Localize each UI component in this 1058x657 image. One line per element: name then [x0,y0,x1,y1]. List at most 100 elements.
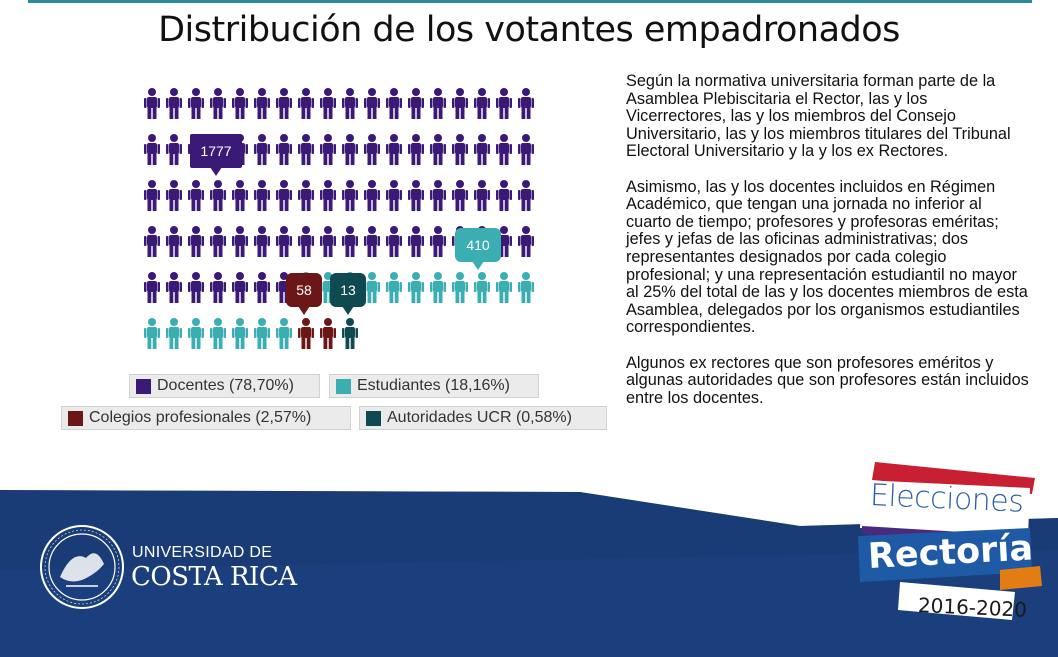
person-icon-docente [408,88,424,119]
person-icon-docente [188,88,204,119]
legend-colegios: Colegios profesionales (2,57%) [61,406,351,430]
person-icon-docente [342,180,358,211]
ribbon-blue [858,528,1032,582]
person-icon-docente [474,134,490,165]
legend-label-autoridades: Autoridades UCR (0,58%) [387,409,572,426]
legend-label-docentes: Docentes (78,70%) [157,377,294,394]
person-icon-docente [430,226,446,257]
person-icon-docente [320,226,336,257]
legend-label-estudiantes: Estudiantes (18,16%) [357,377,510,394]
person-icon-docente [276,88,292,119]
university-name-line2: COSTA RICA [131,562,297,592]
person-icon-docente [452,88,468,119]
paragraph-3: Algunos ex rectores que son profesores e… [626,353,1029,407]
person-icon-docente [144,134,160,165]
person-icon-docente [210,88,226,119]
person-icon-autoridad [342,318,358,349]
callout-label-estudiante: 410 [466,237,490,253]
person-icon-docente [144,272,160,303]
person-icon-docente [144,180,160,211]
election-title-line1: Elecciones [869,478,1025,520]
legend-docentes: Docentes (78,70%) [129,374,320,398]
person-icon-docente [254,226,270,257]
person-icon-docente [210,226,226,257]
person-icon-docente [232,180,248,211]
person-icon-docente [254,88,270,119]
person-icon-docente [408,134,424,165]
legend-estudiantes: Estudiantes (18,16%) [329,374,539,398]
person-icon-docente [188,272,204,303]
person-icon-estudiante [254,318,270,349]
person-icon-docente [320,88,336,119]
person-icon-estudiante [144,318,160,349]
callout-autoridad: 13 [330,273,366,315]
person-icon-docente [518,134,534,165]
person-icon-docente [386,134,402,165]
person-icon-docente [364,226,380,257]
person-icon-docente [276,226,292,257]
person-icon-docente [386,226,402,257]
person-icon-docente [188,180,204,211]
person-icon-docente [496,88,512,119]
person-icon-docente [166,88,182,119]
person-icon-estudiante [474,272,490,303]
top-rule [28,0,1032,3]
description-text: Según la normativa universitaria forman … [626,72,1030,425]
person-icon-estudiante [364,272,380,303]
person-icon-docente [320,134,336,165]
person-icon-docente [474,180,490,211]
person-icon-estudiante [452,272,468,303]
callout-label-colegio: 58 [296,282,312,298]
person-icon-docente [298,134,314,165]
person-icon-docente [386,88,402,119]
person-icon-docente [364,180,380,211]
ribbon-white [860,480,1030,536]
person-icon-docente [254,134,270,165]
person-icon-docente [232,226,248,257]
legend-label-colegios: Colegios profesionales (2,57%) [89,409,312,426]
person-icon-docente [232,272,248,303]
ribbon-red [872,462,1035,494]
person-icon-docente [430,180,446,211]
university-name-line1: UNIVERSIDAD DE [132,544,273,561]
person-icon-docente [144,88,160,119]
legend-autoridades: Autoridades UCR (0,58%) [359,406,607,430]
person-icon-docente [254,272,270,303]
person-icon-docente [518,226,534,257]
callout-label-docente: 1777 [200,143,231,159]
person-icon-docente [166,134,182,165]
person-icon-estudiante [232,318,248,349]
pictogram-chart: 1777 410 58 13 [144,88,534,349]
person-icon-docente [496,180,512,211]
person-icon-docente [188,226,204,257]
person-icon-estudiante [408,272,424,303]
election-years: 2016-2020 [917,593,1028,622]
person-icon-docente [518,180,534,211]
legend-swatch-estudiantes [336,378,351,394]
person-icon-colegio [320,318,336,349]
person-icon-docente [166,272,182,303]
person-icon-docente [452,134,468,165]
person-icon-docente [496,134,512,165]
person-icon-docente [320,180,336,211]
person-icon-docente [518,88,534,119]
person-icon-docente [474,88,490,119]
person-icon-estudiante [188,318,204,349]
ribbon-years [898,582,1015,620]
person-icon-docente [144,226,160,257]
person-icon-estudiante [166,318,182,349]
callout-colegio: 58 [286,273,322,315]
paragraph-2: Asimismo, las y los docentes incluidos e… [626,177,1028,337]
ribbon-orange [1000,566,1042,590]
legend-swatch-autoridades [366,410,381,426]
person-icon-docente [166,180,182,211]
person-icon-docente [298,180,314,211]
person-icon-docente [364,134,380,165]
person-icon-docente [276,180,292,211]
ucr-seal-icon [40,525,124,609]
person-icon-docente [232,88,248,119]
person-icon-docente [342,226,358,257]
person-icon-docente [408,226,424,257]
footer-banner [0,462,1058,657]
person-icon-docente [298,88,314,119]
